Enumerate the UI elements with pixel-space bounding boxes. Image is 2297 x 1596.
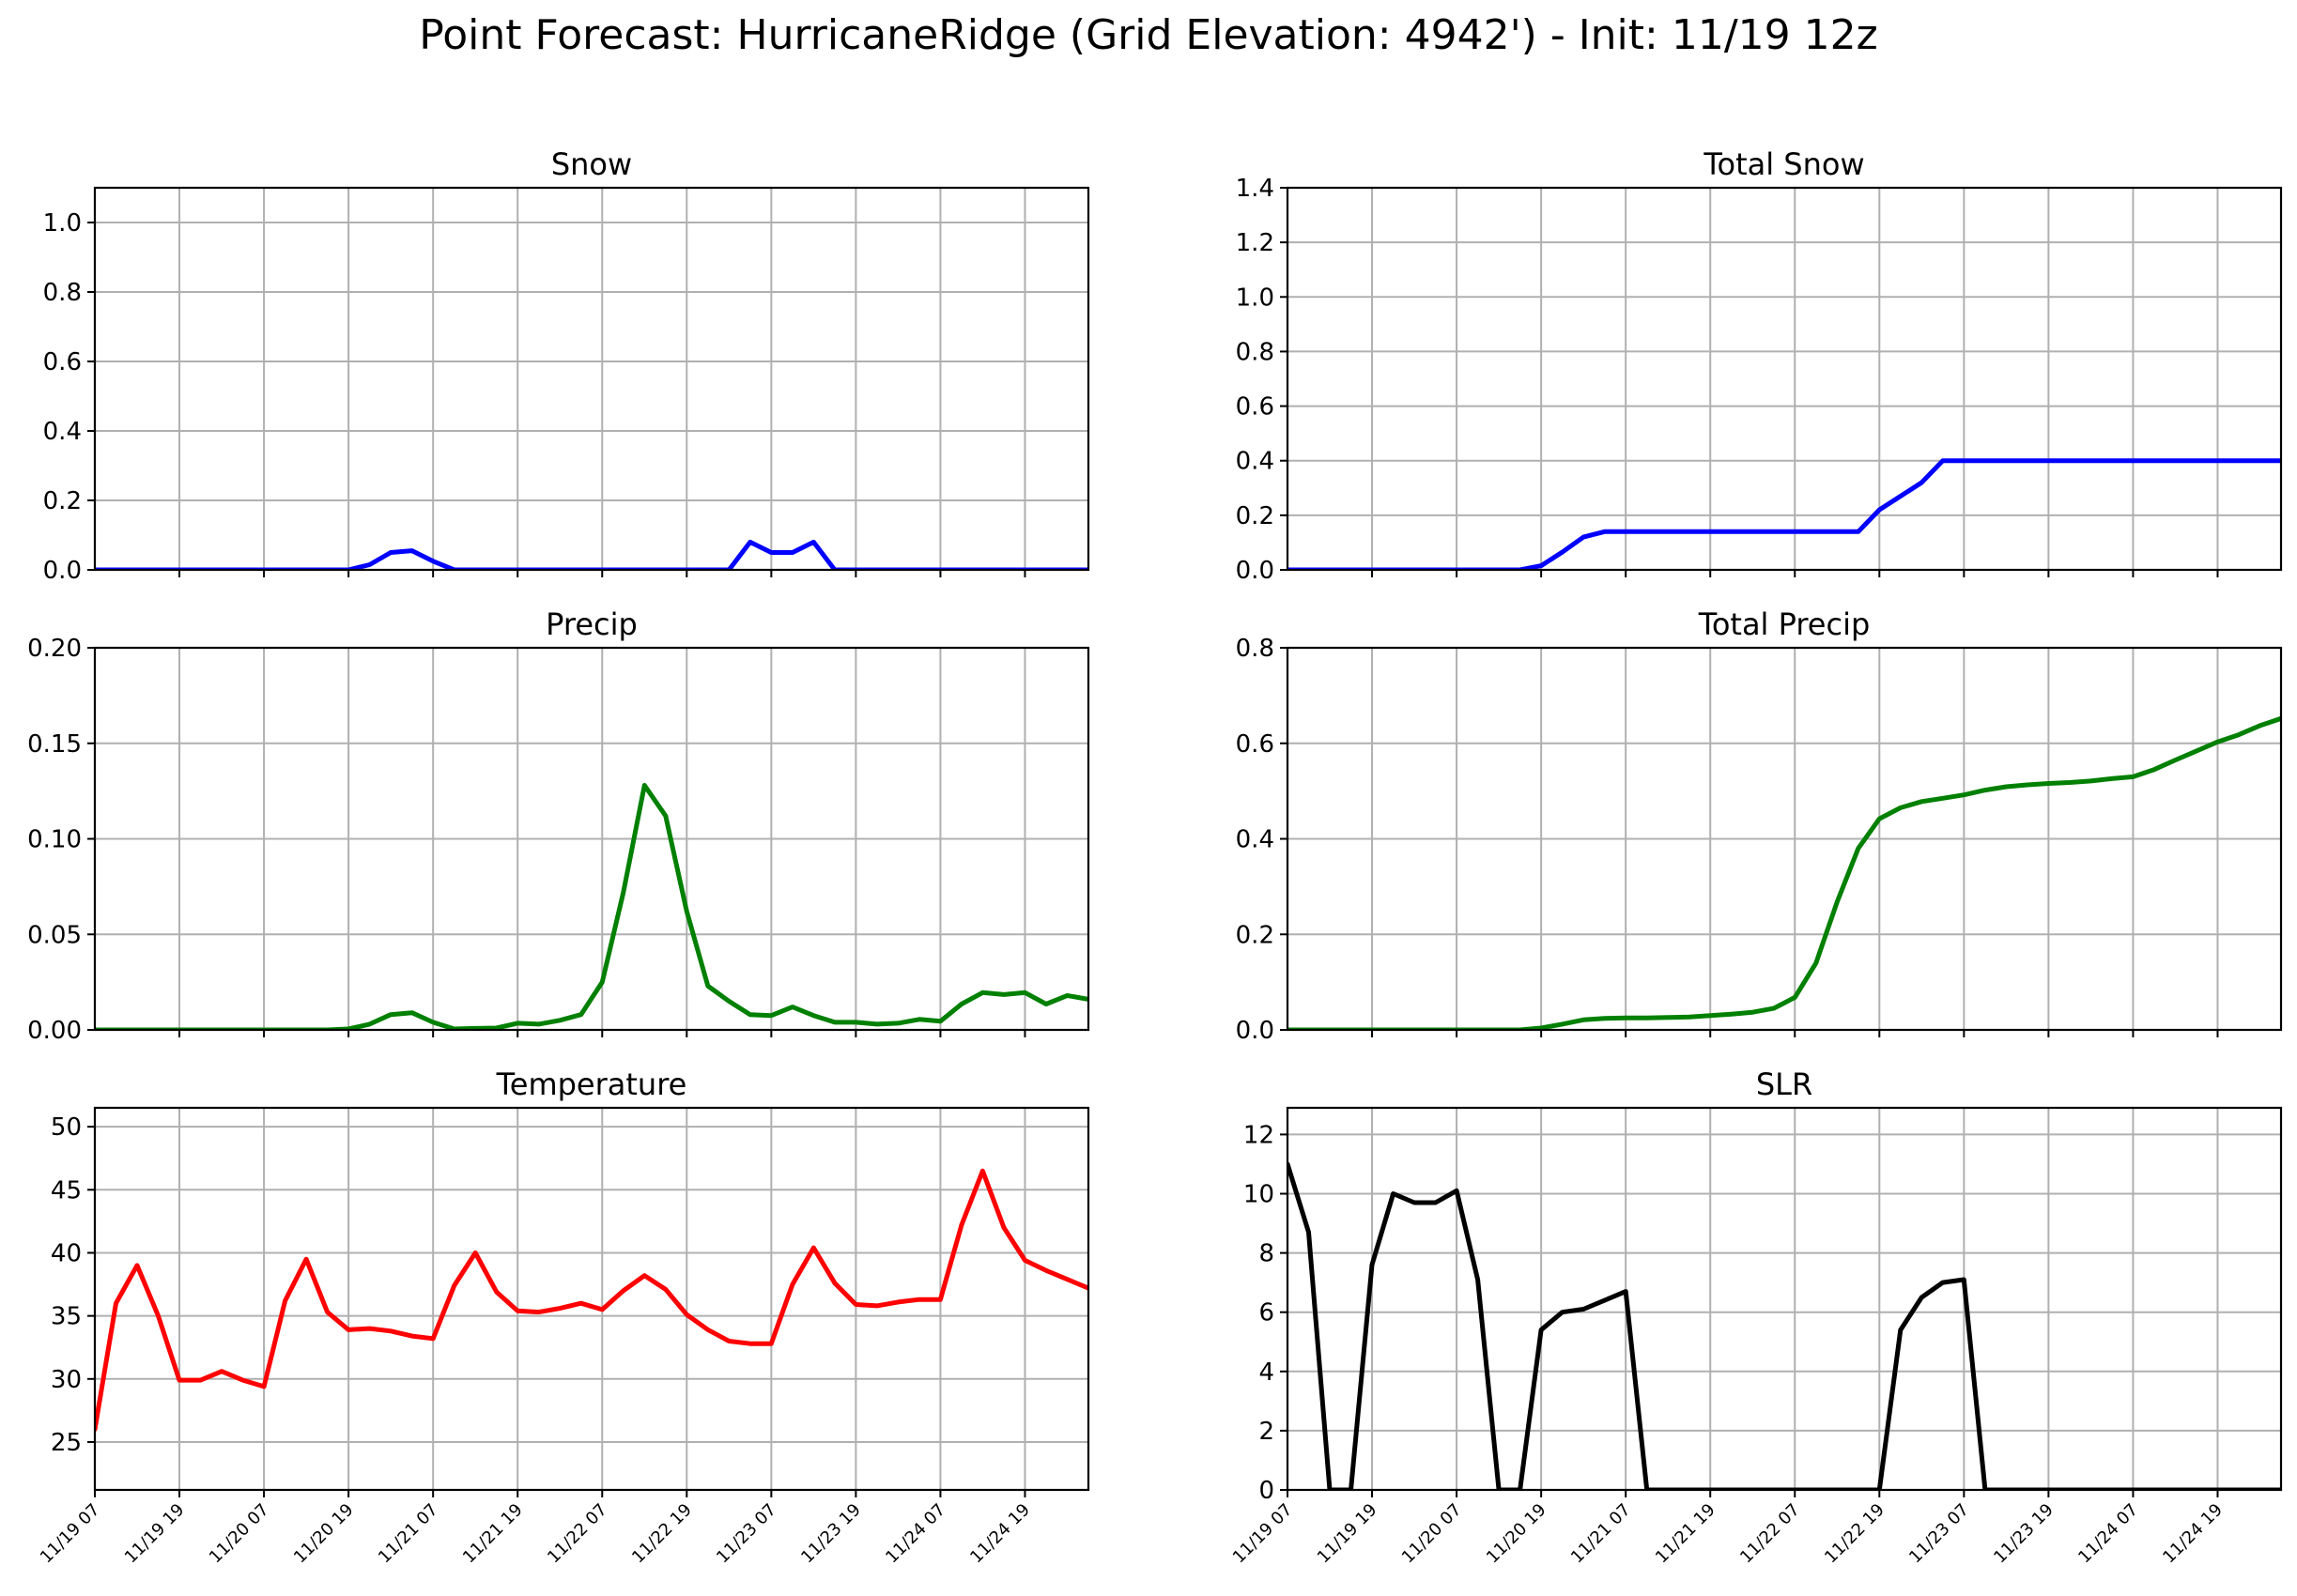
y-tick-label: 0 — [1258, 1477, 1274, 1505]
total-snow-title: Total Snow — [1703, 146, 1864, 182]
y-tick-label: 0.4 — [43, 418, 82, 446]
figure-title: Point Forecast: HurricaneRidge (Grid Ele… — [419, 11, 1877, 59]
x-tick-label: 11/22 07 — [544, 1500, 611, 1568]
total-precip-axes-frame — [1286, 646, 2283, 1032]
y-tick-label: 0.4 — [1236, 448, 1274, 476]
total-snow-grid — [1287, 187, 2281, 571]
y-tick-label: 0.15 — [27, 730, 82, 759]
total-precip-title: Total Precip — [1698, 606, 1871, 642]
y-tick-label: 2 — [1258, 1418, 1274, 1446]
precip-title: Precip — [546, 606, 638, 642]
x-tick-label: 11/24 19 — [2159, 1500, 2227, 1568]
slr-grid — [1287, 1108, 2281, 1491]
chart-panels: Snow 0.0 0.2 0.4 0.6 0.8 1.0 Total Snow 0.0 0.2 0.… — [27, 146, 2283, 1568]
y-tick-label: 0.0 — [1236, 557, 1274, 585]
precip-axes-frame — [93, 646, 1090, 1032]
y-tick-label: 1.4 — [1236, 175, 1274, 203]
y-tick-label: 0.20 — [27, 635, 82, 663]
y-tick-label: 40 — [51, 1239, 82, 1267]
snow-chart: Snow 0.0 0.2 0.4 0.6 0.8 1.0 — [43, 146, 1090, 585]
total-precip-chart: Total Precip 0.0 0.2 0.4 0.6 0.8 — [1236, 606, 2283, 1045]
slr-series-line — [1287, 1161, 2281, 1490]
y-tick-label: 1.2 — [1236, 229, 1274, 257]
total-snow-axes-frame — [1286, 186, 2283, 572]
x-tick-label: 11/20 19 — [1483, 1500, 1550, 1568]
y-tick-label: 0.6 — [1236, 730, 1274, 759]
temperature-axes-frame — [93, 1106, 1090, 1492]
slr-chart: SLR 0 2 4 6 8 10 12 11/19 07 11/19 19 11/20 07 11/2… — [1229, 1067, 2283, 1568]
y-tick-label: 0.2 — [1236, 921, 1274, 949]
temperature-grid — [94, 1108, 1088, 1490]
x-tick-label: 11/21 07 — [1567, 1500, 1635, 1568]
y-tick-label: 45 — [51, 1176, 82, 1205]
x-tick-label: 11/21 19 — [1652, 1500, 1719, 1568]
y-tick-label: 0.0 — [1236, 1017, 1274, 1045]
x-tick-label: 11/23 19 — [1990, 1500, 2058, 1568]
precip-chart: Precip 0.00 0.05 0.10 0.15 0.20 — [27, 606, 1090, 1045]
y-tick-label: 12 — [1243, 1121, 1274, 1149]
precip-series-line — [95, 783, 1088, 1030]
x-tick-label: 11/24 07 — [882, 1500, 949, 1568]
temperature-series-line — [95, 1168, 1088, 1432]
y-tick-label: 1.0 — [43, 209, 82, 238]
x-tick-label: 11/24 19 — [966, 1500, 1034, 1568]
x-tick-label: 11/22 19 — [628, 1500, 696, 1568]
total-precip-series-line — [1287, 715, 2281, 1030]
y-tick-label: 0.2 — [1236, 502, 1274, 530]
x-tick-label: 11/20 19 — [290, 1500, 358, 1568]
x-tick-label: 11/19 07 — [1229, 1500, 1297, 1568]
y-tick-label: 0.05 — [27, 921, 82, 949]
x-tick-label: 11/19 19 — [121, 1500, 189, 1568]
slr-axes-frame — [1286, 1106, 2283, 1492]
total-precip-grid — [1287, 647, 2281, 1031]
x-tick-label: 11/21 07 — [375, 1500, 442, 1568]
x-tick-label: 11/23 19 — [797, 1500, 865, 1568]
y-tick-label: 35 — [51, 1303, 82, 1331]
x-tick-label: 11/22 19 — [1821, 1500, 1888, 1568]
x-tick-label: 11/24 07 — [2074, 1500, 2142, 1568]
precip-grid — [95, 647, 1088, 1031]
temperature-title: Temperature — [496, 1067, 687, 1102]
y-tick-label: 0.0 — [43, 557, 82, 585]
y-tick-label: 1.0 — [1236, 284, 1274, 312]
y-tick-label: 50 — [51, 1113, 82, 1142]
y-tick-label: 4 — [1258, 1358, 1274, 1387]
slr-title: SLR — [1756, 1067, 1812, 1102]
y-tick-label: 0.8 — [43, 279, 82, 307]
x-tick-label: 11/23 07 — [1905, 1500, 1973, 1568]
y-tick-label: 25 — [51, 1429, 82, 1457]
y-tick-label: 30 — [51, 1366, 82, 1394]
y-tick-label: 0.6 — [1236, 393, 1274, 422]
snow-title: Snow — [551, 146, 632, 182]
snow-grid — [95, 188, 1088, 571]
x-tick-label: 11/23 07 — [713, 1500, 780, 1568]
y-tick-label: 6 — [1258, 1299, 1274, 1327]
total-snow-chart: Total Snow 0.0 0.2 0.4 0.6 0.8 1.0 1.2 1.4 — [1236, 146, 2283, 585]
y-tick-label: 0.8 — [1236, 635, 1274, 663]
total-snow-series-line — [1287, 458, 2281, 570]
y-tick-label: 0.10 — [27, 826, 82, 854]
y-tick-label: 0.00 — [27, 1017, 82, 1045]
x-tick-label: 11/20 07 — [206, 1500, 273, 1568]
y-tick-label: 8 — [1258, 1240, 1274, 1268]
y-tick-label: 0.8 — [1236, 338, 1274, 366]
y-tick-label: 0.2 — [43, 487, 82, 515]
y-tick-label: 10 — [1243, 1180, 1274, 1208]
snow-series-line — [95, 539, 1088, 570]
y-tick-label: 0.6 — [43, 348, 82, 376]
x-tick-label: 11/21 19 — [459, 1500, 527, 1568]
x-tick-label: 11/20 07 — [1398, 1500, 1466, 1568]
y-tick-label: 0.4 — [1236, 826, 1274, 854]
snow-axes-frame — [93, 186, 1090, 572]
x-tick-label: 11/19 07 — [37, 1500, 104, 1568]
x-tick-label: 11/19 19 — [1314, 1500, 1381, 1568]
x-tick-label: 11/22 07 — [1736, 1500, 1804, 1568]
